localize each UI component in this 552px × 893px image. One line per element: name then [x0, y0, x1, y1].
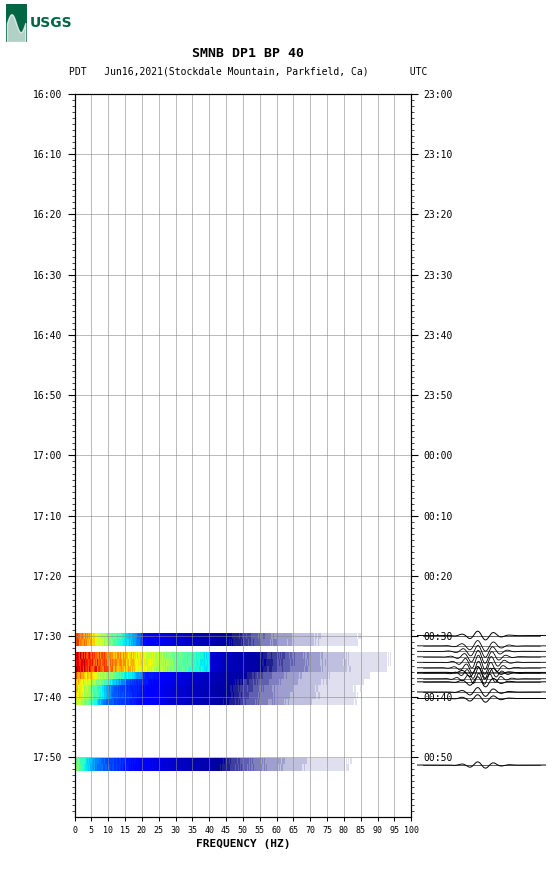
Text: USGS: USGS [30, 16, 72, 30]
Text: PDT   Jun16,2021(Stockdale Mountain, Parkfield, Ca)       UTC: PDT Jun16,2021(Stockdale Mountain, Parkf… [69, 66, 428, 77]
X-axis label: FREQUENCY (HZ): FREQUENCY (HZ) [195, 839, 290, 849]
Bar [6, 4, 26, 42]
Text: SMNB DP1 BP 40: SMNB DP1 BP 40 [193, 47, 304, 60]
